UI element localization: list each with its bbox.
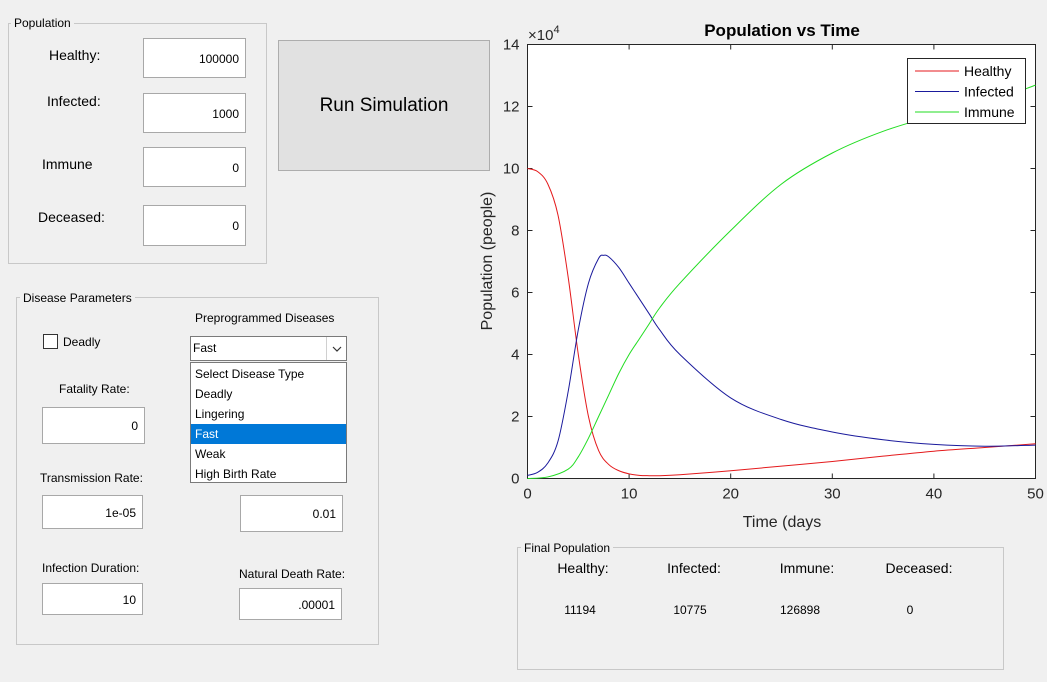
infection-duration-field[interactable]: 10 — [42, 583, 143, 615]
x-tick-label: 20 — [722, 486, 739, 503]
deceased-field[interactable]: 0 — [143, 205, 246, 246]
series-line-healthy — [527, 168, 1036, 477]
fatality-rate-label: Fatality Rate: — [59, 382, 130, 396]
x-tick-label: 10 — [621, 486, 638, 503]
legend-label: Immune — [964, 104, 1015, 120]
parameter-field-value: 0.01 — [312, 507, 336, 521]
transmission-rate-label: Transmission Rate: — [40, 471, 143, 485]
y-tick-label: 10 — [503, 161, 520, 178]
infected-label: Infected: — [47, 93, 101, 109]
disease-option[interactable]: Deadly — [195, 387, 233, 401]
immune-field[interactable]: 0 — [143, 147, 246, 187]
disease-type-options: Select Disease Type Deadly Lingering Fas… — [190, 362, 347, 483]
legend-label: Healthy — [964, 63, 1011, 79]
infection-duration-label: Infection Duration: — [42, 561, 140, 575]
disease-option[interactable]: High Birth Rate — [195, 467, 277, 481]
fatality-rate-field[interactable]: 0 — [42, 407, 145, 444]
disease-option[interactable]: Weak — [195, 447, 226, 461]
y-tick-label: 12 — [503, 99, 520, 116]
final-immune-value: 126898 — [779, 603, 821, 617]
y-tick-label: 4 — [511, 347, 519, 364]
final-deceased-header: Deceased: — [885, 560, 953, 576]
y-exponent-label: ×104 — [528, 24, 560, 44]
healthy-field-value: 100000 — [198, 52, 239, 66]
y-exponent-power: 4 — [553, 24, 559, 36]
immune-label: Immune — [42, 156, 93, 172]
disease-type-dropdown[interactable]: Fast — [190, 336, 347, 361]
deadly-checkbox[interactable] — [43, 334, 58, 349]
transmission-rate-value: 1e-05 — [105, 506, 136, 520]
legend-label: Infected — [964, 84, 1014, 100]
transmission-rate-field[interactable]: 1e-05 — [42, 495, 143, 529]
population-chart: 0 10 20 30 40 50 0 2 4 6 8 10 12 14 Population vs Tim… — [479, 21, 1044, 531]
parameter-field[interactable]: 0.01 — [240, 495, 343, 532]
x-tick-label: 0 — [523, 486, 531, 503]
final-deceased-value: 0 — [906, 603, 914, 617]
final-population-panel — [517, 547, 1004, 670]
final-infected-header: Infected: — [667, 560, 721, 576]
population-panel — [8, 23, 267, 264]
x-tick-label: 50 — [1027, 486, 1044, 503]
y-tick-label: 14 — [503, 37, 520, 54]
disease-parameters-title: Disease Parameters — [20, 291, 135, 305]
final-immune-header: Immune: — [779, 560, 835, 576]
healthy-label: Healthy: — [49, 47, 101, 63]
final-infected-value: 10775 — [673, 603, 707, 617]
infection-duration-value: 10 — [122, 593, 136, 607]
final-healthy-header: Healthy: — [557, 560, 609, 576]
y-tick-label: 0 — [511, 471, 519, 488]
y-exponent-base: ×10 — [528, 27, 553, 44]
disease-type-selected: Fast — [193, 341, 217, 355]
natural-death-rate-value: .00001 — [298, 598, 335, 612]
x-tick-label: 40 — [926, 486, 943, 503]
x-tick-label: 30 — [824, 486, 841, 503]
y-axis-label: Population (people) — [479, 192, 496, 331]
deceased-field-value: 0 — [232, 219, 239, 233]
series-line-immune — [527, 84, 1036, 479]
x-axis-label: Time (days — [743, 514, 822, 531]
final-population-title: Final Population — [521, 541, 614, 555]
immune-field-value: 0 — [232, 161, 239, 175]
deceased-label: Deceased: — [38, 209, 105, 225]
preprogrammed-diseases-label: Preprogrammed Diseases — [195, 311, 335, 325]
chart-title: Population vs Time — [704, 21, 860, 40]
y-tick-label: 8 — [511, 223, 519, 240]
chevron-down-icon[interactable] — [326, 337, 346, 360]
y-tick-label: 6 — [511, 285, 519, 302]
series-line-infected — [527, 254, 1036, 476]
population-panel-title: Population — [11, 16, 74, 30]
natural-death-rate-label: Natural Death Rate: — [239, 567, 346, 581]
infected-field[interactable]: 1000 — [143, 93, 246, 133]
disease-parameters-panel — [16, 297, 379, 645]
run-simulation-button[interactable]: Run Simulation — [278, 40, 490, 171]
chart-legend: Healthy Infected Immune — [907, 58, 1026, 124]
infected-field-value: 1000 — [212, 107, 239, 121]
run-simulation-label: Run Simulation — [319, 94, 449, 116]
disease-option-selected[interactable]: Fast — [191, 424, 346, 444]
disease-option[interactable]: Select Disease Type — [195, 367, 305, 381]
final-healthy-value: 11194 — [564, 603, 596, 617]
y-tick-label: 2 — [511, 409, 519, 426]
deadly-label: Deadly — [63, 335, 101, 349]
natural-death-rate-field[interactable]: .00001 — [239, 588, 342, 620]
fatality-rate-value: 0 — [131, 419, 138, 433]
healthy-field[interactable]: 100000 — [143, 38, 246, 78]
disease-option[interactable]: Lingering — [195, 407, 245, 421]
